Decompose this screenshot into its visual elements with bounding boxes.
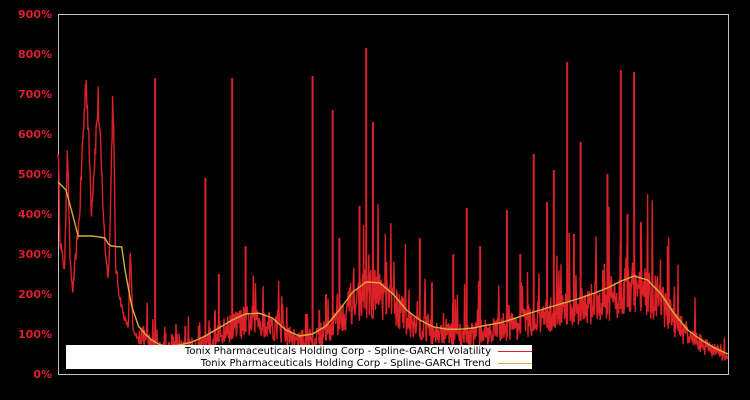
legend-swatch-trend — [498, 362, 532, 364]
y-tick-label: 200% — [18, 288, 52, 301]
y-tick-label: 400% — [18, 208, 52, 221]
y-tick-label: 600% — [18, 128, 52, 141]
series-layer — [57, 48, 729, 362]
y-tick-label: 800% — [18, 48, 52, 61]
legend: Tonix Pharmaceuticals Holding Corp - Spl… — [66, 345, 532, 369]
legend-label-volatility: Tonix Pharmaceuticals Holding Corp - Spl… — [184, 345, 491, 357]
legend-item-volatility: Tonix Pharmaceuticals Holding Corp - Spl… — [185, 345, 532, 357]
y-axis-ticks: 0% 100% 200% 300% 400% 500% 600% 700% 800% 900% — [18, 8, 52, 381]
y-tick-label: 700% — [18, 88, 52, 101]
plot-area-frame — [58, 14, 729, 375]
y-tick-label: 300% — [18, 248, 52, 261]
legend-swatch-volatility — [498, 350, 532, 352]
y-tick-label: 0% — [33, 368, 52, 381]
y-tick-label: 100% — [18, 328, 52, 341]
trend-line — [57, 181, 729, 355]
legend-item-trend: Tonix Pharmaceuticals Holding Corp - Spl… — [201, 357, 532, 369]
y-tick-label: 900% — [18, 8, 52, 21]
legend-label-trend: Tonix Pharmaceuticals Holding Corp - Spl… — [200, 357, 491, 369]
y-tick-label: 500% — [18, 168, 52, 181]
